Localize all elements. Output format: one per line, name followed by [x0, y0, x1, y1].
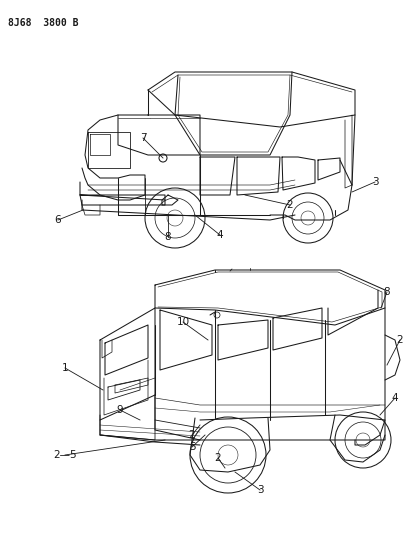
Text: 9: 9: [117, 405, 123, 415]
Text: 8J68  3800 B: 8J68 3800 B: [8, 18, 79, 28]
Text: 4: 4: [392, 393, 398, 403]
Text: 2—5: 2—5: [53, 450, 77, 460]
Text: 8: 8: [384, 287, 390, 297]
Text: 10: 10: [177, 317, 190, 327]
Text: 2: 2: [189, 430, 195, 440]
Text: 5: 5: [189, 442, 195, 452]
Text: 2: 2: [397, 335, 403, 345]
Text: 3: 3: [372, 177, 379, 187]
Text: 1: 1: [62, 363, 68, 373]
Text: 2: 2: [287, 200, 293, 210]
Text: 2: 2: [214, 453, 221, 463]
Text: 4: 4: [217, 230, 223, 240]
Text: 8: 8: [165, 232, 171, 242]
Text: 6: 6: [55, 215, 61, 225]
Text: 3: 3: [257, 485, 263, 495]
Text: 7: 7: [140, 133, 146, 143]
